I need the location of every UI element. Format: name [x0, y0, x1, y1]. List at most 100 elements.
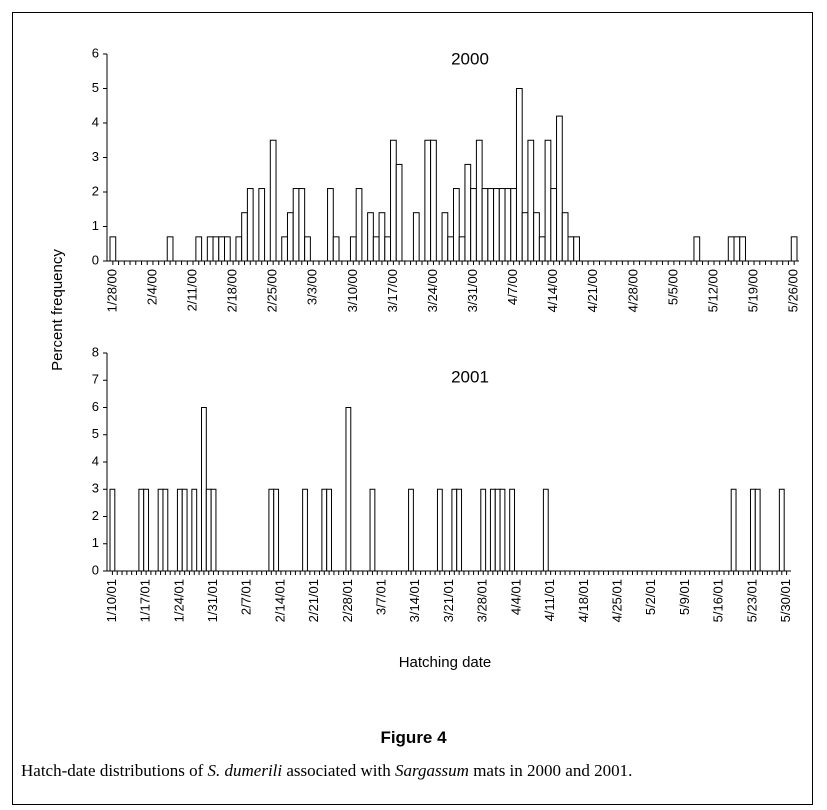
y-tick-label: 2 — [92, 508, 99, 523]
bar — [138, 488, 145, 572]
chart: Percent frequency Hatching date 2000 0 1 2 3… — [49, 45, 801, 671]
bar — [475, 139, 483, 262]
bar — [550, 188, 558, 262]
x-tick-label: 4/21/00 — [585, 269, 600, 312]
bar — [504, 188, 512, 262]
bar — [321, 488, 328, 572]
y-tick-label: 5 — [92, 426, 99, 441]
bar — [453, 188, 460, 262]
y-tick-label: 6 — [92, 45, 99, 60]
bar — [157, 488, 164, 572]
y-tick-label: 1 — [92, 218, 99, 233]
bar — [573, 236, 580, 262]
x-tick-label: 3/10/00 — [345, 269, 360, 312]
x-tick-label: 1/17/01 — [138, 579, 153, 622]
bar — [349, 236, 357, 262]
x-tick-label: 1/31/01 — [205, 579, 220, 622]
bar — [451, 488, 458, 572]
bar — [493, 188, 500, 262]
y-tick-label: 5 — [92, 80, 99, 95]
bar — [205, 488, 212, 572]
bar — [542, 488, 549, 572]
x-tick-label: 5/5/00 — [665, 269, 680, 305]
bar — [481, 188, 489, 262]
bar — [527, 139, 535, 262]
caption: Hatch-date distributions of S. dumerili … — [21, 760, 813, 781]
bar — [778, 488, 785, 572]
bar — [487, 188, 495, 262]
x-tick-label: 2/21/01 — [306, 579, 321, 622]
y-tick-label: 3 — [92, 149, 99, 164]
bar — [739, 236, 746, 262]
y-tick-label: 3 — [92, 481, 99, 496]
bar — [730, 488, 737, 572]
x-tick-label: 2/4/00 — [144, 269, 159, 305]
bar — [273, 488, 280, 572]
x-tick-label: 3/17/00 — [385, 269, 400, 312]
bar — [326, 488, 333, 572]
x-tick-label: 1/28/00 — [104, 269, 119, 312]
bar — [494, 488, 501, 572]
bar — [408, 488, 414, 572]
bar — [567, 236, 575, 262]
bar — [268, 488, 275, 572]
bar — [332, 236, 340, 262]
bar — [727, 236, 735, 262]
x-tick-label: 3/28/01 — [475, 579, 490, 622]
bar — [556, 115, 563, 262]
bar — [499, 488, 506, 572]
chart-title: 2000 — [451, 49, 489, 68]
bar — [109, 236, 117, 262]
bar — [206, 236, 214, 262]
bar — [424, 139, 432, 262]
caption-part: Sargassum — [394, 761, 469, 780]
bar — [515, 88, 523, 262]
y-tick-label: 1 — [92, 535, 99, 550]
bar — [693, 236, 701, 262]
bar — [302, 488, 308, 572]
x-tick-label: 2/18/00 — [225, 269, 240, 312]
x-tick-label: 4/25/01 — [609, 579, 624, 622]
y-tick-label: 4 — [92, 453, 99, 468]
bar — [369, 488, 376, 572]
x-tick-label: 4/28/00 — [625, 269, 640, 312]
x-tick-label: 5/2/01 — [643, 579, 658, 615]
bar — [109, 488, 116, 572]
x-tick-label: 2/25/00 — [265, 269, 280, 312]
bar — [327, 188, 334, 262]
x-tick-label: 4/14/00 — [545, 269, 560, 312]
bar — [235, 236, 243, 262]
x-tick-label: 5/9/01 — [677, 579, 692, 615]
bar — [378, 212, 386, 262]
bar — [498, 188, 506, 262]
bar — [412, 212, 420, 262]
caption-part: mats in 2000 and 2001. — [468, 761, 633, 780]
bar — [281, 236, 288, 262]
x-tick-label: 5/12/00 — [705, 269, 720, 312]
bar — [538, 236, 546, 262]
x-tick-label: 4/18/01 — [576, 579, 591, 622]
x-tick-label: 5/26/00 — [786, 269, 801, 312]
bar — [384, 236, 392, 262]
x-tick-label: 4/11/01 — [542, 579, 557, 621]
figure-label: Figure 4 — [380, 728, 447, 747]
y-axis-label: Percent frequency — [49, 249, 66, 371]
bar — [224, 236, 231, 262]
bar — [458, 236, 466, 262]
x-tick-label: 5/16/01 — [711, 579, 726, 622]
bar — [210, 488, 217, 572]
x-tick-label: 4/7/00 — [505, 269, 520, 305]
x-tick-label: 3/3/00 — [305, 269, 320, 305]
bar — [372, 236, 380, 262]
y-tick-label: 4 — [92, 114, 99, 129]
x-tick-label: 3/24/00 — [425, 269, 440, 312]
bar — [436, 488, 443, 572]
x-tick-label: 2/11/00 — [184, 269, 199, 311]
bar — [521, 212, 529, 262]
x-tick-label: 1/24/01 — [171, 579, 186, 622]
x-tick-label: 5/19/00 — [746, 269, 761, 312]
bar — [345, 407, 352, 572]
bar — [269, 139, 277, 262]
bar — [200, 407, 207, 572]
bar — [176, 488, 183, 572]
